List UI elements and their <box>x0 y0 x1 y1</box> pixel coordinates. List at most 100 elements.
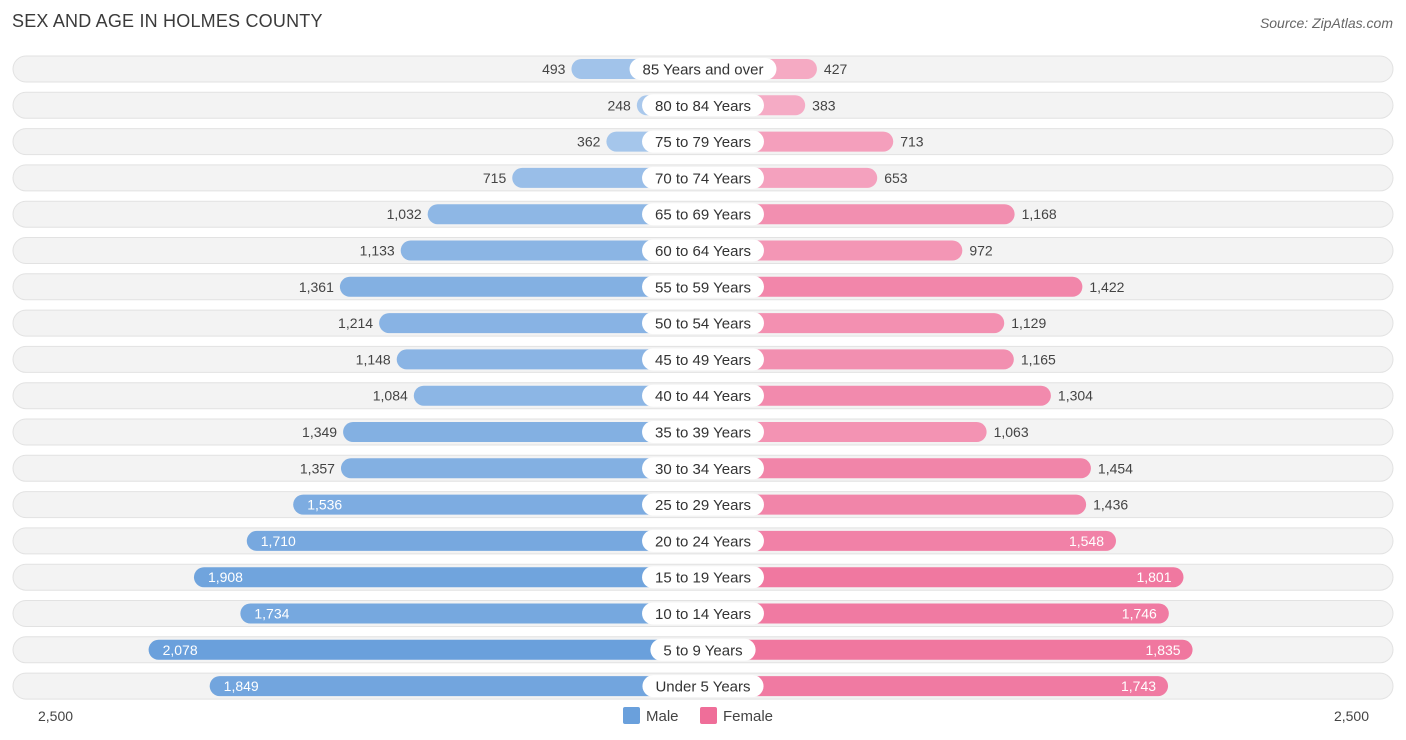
value-label-male: 1,357 <box>300 460 335 476</box>
value-label-female: 1,801 <box>1136 569 1171 585</box>
bar-female <box>703 385 1051 406</box>
value-label-female: 653 <box>884 170 908 186</box>
bar-male <box>293 494 703 515</box>
value-label-male: 1,361 <box>299 279 334 295</box>
category-label-pill <box>642 348 764 371</box>
bar-female <box>703 603 1169 624</box>
bar-female <box>703 458 1091 479</box>
value-label-female: 1,436 <box>1093 497 1128 513</box>
value-label-female: 383 <box>812 97 836 113</box>
category-label: 10 to 14 Years <box>642 602 764 625</box>
category-label-pill <box>642 203 764 226</box>
category-label: 55 to 59 Years <box>642 275 764 298</box>
bar-male <box>413 385 703 406</box>
value-label-male: 248 <box>607 97 631 113</box>
bar-female <box>703 639 1193 660</box>
category-label-pill <box>642 421 764 443</box>
value-label-male: 1,148 <box>356 351 391 367</box>
category-label: 70 to 74 Years <box>642 166 764 189</box>
value-label-male: 715 <box>483 170 507 186</box>
value-label-male: 1,536 <box>307 497 342 513</box>
legend-label-female: Female <box>723 708 773 725</box>
value-label-male: 1,710 <box>261 533 296 549</box>
value-label-female: 1,165 <box>1021 351 1056 367</box>
category-label-pill <box>642 239 764 262</box>
legend-swatch-male <box>623 707 640 724</box>
bar-male <box>209 676 703 697</box>
bar-male <box>379 313 703 334</box>
value-label-male: 362 <box>577 134 601 150</box>
bar-male <box>240 603 703 624</box>
category-label-pill <box>642 275 764 298</box>
bar-male <box>148 639 703 660</box>
bar-female <box>703 276 1083 297</box>
legend: Male Female <box>623 707 773 725</box>
category-label-text: 80 to 84 Years <box>655 98 751 115</box>
value-label-female: 1,063 <box>994 424 1029 440</box>
category-label-text: 70 to 74 Years <box>655 170 751 187</box>
category-label-pill <box>642 602 764 625</box>
legend-swatch-female <box>700 707 717 724</box>
value-label-male: 1,214 <box>338 315 373 331</box>
bar-male <box>427 204 703 225</box>
category-label: 45 to 49 Years <box>642 348 764 371</box>
bar-female <box>703 530 1117 551</box>
category-label-text: 20 to 24 Years <box>655 533 751 550</box>
category-label-text: 40 to 44 Years <box>655 388 751 405</box>
category-label-text: 30 to 34 Years <box>655 461 751 478</box>
value-label-male: 1,084 <box>373 388 408 404</box>
category-label-pill <box>642 312 764 335</box>
value-label-female: 1,743 <box>1121 678 1156 694</box>
value-label-female: 427 <box>824 61 848 77</box>
category-label-text: Under 5 Years <box>655 679 750 696</box>
bar-male <box>246 530 703 551</box>
value-label-male: 1,032 <box>387 206 422 222</box>
category-label-text: 5 to 9 Years <box>663 642 742 659</box>
category-label: 85 Years and over <box>629 58 777 80</box>
bar-female <box>703 494 1087 515</box>
bar-male <box>339 276 703 297</box>
category-label-pill <box>642 457 764 480</box>
category-label-text: 55 to 59 Years <box>655 279 751 296</box>
value-label-female: 1,835 <box>1146 642 1181 658</box>
value-label-male: 1,349 <box>302 424 337 440</box>
category-label-text: 15 to 19 Years <box>655 570 751 587</box>
category-label-text: 10 to 14 Years <box>655 606 751 623</box>
bar-female <box>703 240 963 261</box>
category-label: 25 to 29 Years <box>642 493 764 516</box>
value-label-male: 1,734 <box>254 606 289 622</box>
value-label-male: 1,133 <box>360 243 395 259</box>
category-label-text: 65 to 69 Years <box>655 207 751 224</box>
category-label-pill <box>642 493 764 516</box>
bar-female <box>703 676 1169 697</box>
category-label-pill <box>642 529 764 552</box>
category-label: 35 to 39 Years <box>642 421 764 443</box>
bar-male <box>193 567 703 588</box>
category-label-text: 85 Years and over <box>643 62 764 79</box>
source-note: Source: ZipAtlas.com <box>1259 15 1393 31</box>
value-label-male: 2,078 <box>163 642 198 658</box>
category-label: 75 to 79 Years <box>642 130 764 153</box>
value-label-female: 1,454 <box>1098 460 1133 476</box>
bar-female <box>703 567 1184 588</box>
legend-label-male: Male <box>646 708 679 725</box>
value-label-female: 972 <box>969 243 993 259</box>
category-label: 80 to 84 Years <box>642 94 764 117</box>
bar-male <box>343 422 703 442</box>
value-label-female: 1,422 <box>1089 279 1124 295</box>
value-label-female: 1,129 <box>1011 315 1046 331</box>
bar-female <box>703 313 1005 334</box>
category-label: 50 to 54 Years <box>642 312 764 335</box>
bar-female <box>703 349 1014 370</box>
category-label-pill <box>642 384 764 407</box>
value-label-female: 713 <box>900 134 924 150</box>
category-label-pill <box>642 130 764 153</box>
category-label: 30 to 34 Years <box>642 457 764 480</box>
value-label-female: 1,168 <box>1022 206 1057 222</box>
axis-label-left: 2,500 <box>38 708 73 724</box>
category-label-text: 25 to 29 Years <box>655 497 751 514</box>
value-label-male: 1,908 <box>208 569 243 585</box>
category-label-text: 60 to 64 Years <box>655 243 751 260</box>
category-label-text: 35 to 39 Years <box>655 425 751 442</box>
category-label: 5 to 9 Years <box>650 638 756 661</box>
